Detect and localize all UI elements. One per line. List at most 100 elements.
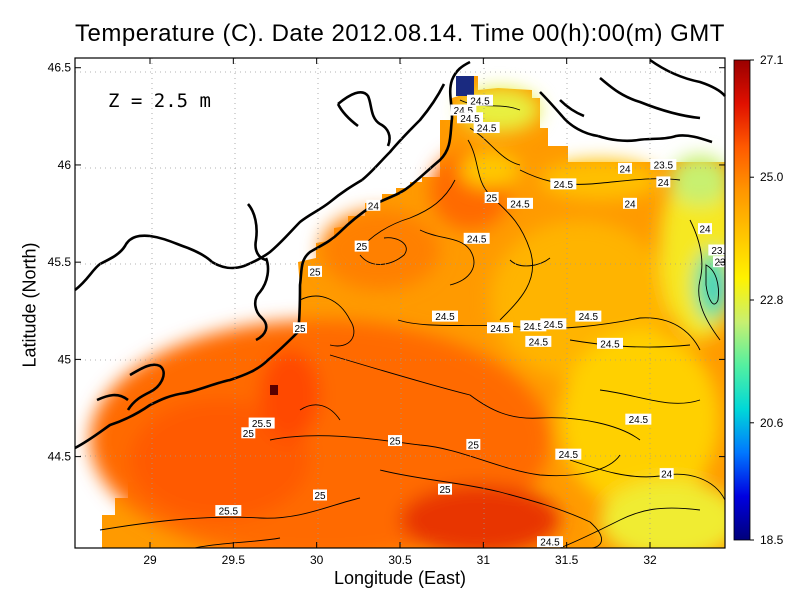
contour-label: 24.5 [477,124,497,135]
y-tick-label: 44.5 [48,450,72,464]
river-mouth-patch [456,76,474,96]
y-tick-label: 46.5 [48,61,72,75]
contour-label: 25 [468,440,480,451]
contour-label: 24.5 [460,114,480,125]
contour-label: 25 [309,267,321,278]
depth-label: Z = 2.5 m [108,90,211,112]
contour-label-bg [308,265,322,277]
contour-label-bg [537,536,563,548]
contour-label-bg [575,310,602,322]
contour-label-bg [550,178,577,190]
contour-label-bg [463,232,490,244]
contour-label-bg [698,223,712,235]
contour-label: 23. [711,246,725,257]
contour-label-bg [484,192,499,203]
colorbar-tick-label: 22.8 [760,293,784,307]
contour-label: 24.5 [467,234,487,245]
x-axis-label: Longitude (East) [333,568,467,588]
contour-label: 25 [389,437,401,448]
x-axis-ticks: 29 29.5 30 30.5 31 31.5 32 [143,58,657,567]
contour-label: 24 [658,178,670,189]
contour-label: 24 [699,225,711,236]
coastline [74,58,726,450]
contour-label-bg [625,413,652,425]
contour-label: 25.5 [219,507,239,518]
contour-label: 24.5 [529,337,549,348]
colorbar-tick-label: 25.0 [760,170,784,184]
contour-label: 23 [714,258,726,269]
contour-label: 24 [661,470,673,481]
x-tick-label: 30 [310,553,324,567]
contour-label-bg [354,240,369,252]
colorbar-tick-label: 27.1 [760,53,784,67]
contour-label: 24.5 [544,320,564,331]
grid-lines [75,58,725,548]
y-axis-label: Latitude (North) [19,242,40,368]
contour-label-bg [388,435,402,447]
contour-label-bg [457,112,483,124]
x-tick-label: 31 [477,553,491,567]
contour-label: 25 [356,242,368,253]
temperature-field [90,76,725,548]
contour-label: 24.5 [490,324,510,335]
x-tick-label: 30.5 [388,553,412,567]
contour-label: 24.5 [559,450,579,461]
contour-label: 24.5 [510,199,530,210]
contour-label: 24.5 [470,96,490,107]
contour-label-bg [438,483,452,495]
contour-label-bg [520,320,547,332]
contour-label-bg [487,322,513,334]
contour-label: 25 [294,324,306,335]
contour-label-bg [473,122,500,133]
colorbar-tick-label: 18.5 [760,533,784,547]
contour-label: 25 [439,485,451,496]
contour-label-bg [215,505,242,517]
contour-label-bg [450,104,477,116]
contour-label: 25 [486,194,498,205]
contour-label: 24.5 [600,339,620,350]
y-tick-label: 45 [58,352,72,366]
x-tick-label: 32 [643,553,657,567]
contour-label-bg [650,158,677,170]
colorbar-ticks: 27.1 25.0 22.8 20.6 18.5 [750,53,784,547]
contour-label: 24.5 [554,180,574,191]
colorbar-tick-label: 20.6 [760,416,784,430]
contour-label-bg [466,438,481,450]
contour-label: 25 [243,429,255,440]
x-tick-label: 29.5 [222,553,246,567]
y-tick-label: 46 [58,158,72,172]
contour-label-bg [656,176,671,188]
contour-label: 24.5 [435,312,455,323]
y-axis-ticks: 44.5 45 45.5 46 46.5 [48,61,725,464]
y-tick-label: 45.5 [48,255,72,269]
contour-label-bg [597,337,623,349]
contour-label-bg [293,322,307,334]
colorbar [733,59,751,541]
contour-label-bg [659,468,674,480]
contour-label-bg [525,335,552,347]
x-tick-label: 31.5 [555,553,579,567]
contour-label-bg [248,417,275,429]
contour-label: 24.5 [540,538,560,549]
contour-label: 24.5 [579,312,599,323]
contour-label-bg [708,244,729,256]
contour-label: 24 [619,164,631,175]
contour-label: 24 [368,201,380,212]
contour-label: 24.5 [629,415,649,426]
contour-label: 24 [624,199,636,210]
x-tick-label: 29 [143,553,157,567]
contour-label-bg [623,197,637,209]
contour-label: 24.5 [524,322,544,333]
contour-label-bg [540,318,567,330]
contour-label-bg [432,310,458,322]
chart-title: Temperature (C). Date 2012.08.14. Time 0… [75,20,725,47]
contour-label: 24.5 [454,106,474,117]
contour-label: 23.5 [654,160,674,171]
contour-label: 25 [314,491,326,502]
contour-label-bg [241,427,256,439]
contour-label-bg [313,489,327,501]
contour-label-bg [507,197,533,209]
contour-label: 25.5 [252,419,272,430]
